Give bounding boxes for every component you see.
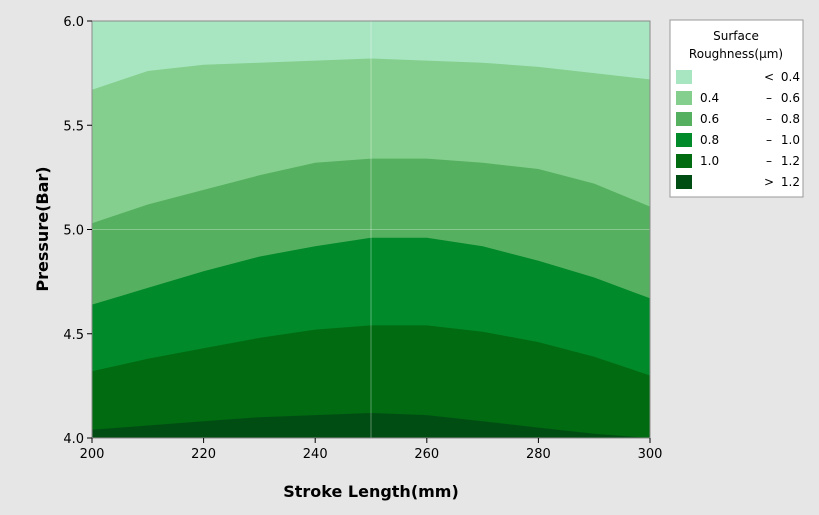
legend-high-value: 0.8 xyxy=(781,112,800,126)
legend-low-value: 1.0 xyxy=(700,154,719,168)
x-tick-label: 200 xyxy=(80,447,105,462)
plot-area xyxy=(91,20,651,439)
contour-band-1.2 xyxy=(92,413,650,438)
legend-entries: <0.40.4–0.60.6–0.80.8–1.01.0–1.2> 1.2 xyxy=(676,70,800,189)
x-tick-label: 280 xyxy=(526,447,551,462)
legend-title-line1: Surface xyxy=(713,29,759,43)
legend-high-value: 1.2 xyxy=(781,175,800,189)
y-axis-title: Pressure(Bar) xyxy=(33,166,52,291)
x-tick-label: 240 xyxy=(303,447,328,462)
legend-operator: – xyxy=(766,154,772,168)
legend-low-value: 0.4 xyxy=(700,91,719,105)
legend-operator: – xyxy=(766,133,772,147)
legend-swatch xyxy=(676,154,692,168)
x-axis-title: Stroke Length(mm) xyxy=(283,482,459,501)
contour-band-1.0 xyxy=(92,325,650,438)
y-tick-label: 5.0 xyxy=(63,224,84,239)
legend-box xyxy=(669,19,804,198)
x-tick-label: 300 xyxy=(638,447,663,462)
legend-swatch xyxy=(676,70,692,84)
legend-swatch xyxy=(676,91,692,105)
x-axis: 200 220 240 260 280 300 xyxy=(80,438,663,462)
legend-high-value: 0.4 xyxy=(781,70,800,84)
y-tick-label: 6.0 xyxy=(63,15,84,30)
legend: Surface Roughness(µm) <0.40.4–0.60.6–0.8… xyxy=(669,19,804,198)
legend-title-line2: Roughness(µm) xyxy=(689,47,783,61)
legend-operator: < xyxy=(764,70,774,84)
legend-high-value: 1.2 xyxy=(781,154,800,168)
legend-swatch xyxy=(676,175,692,189)
legend-operator: – xyxy=(766,91,772,105)
y-tick-label: 4.5 xyxy=(63,328,84,343)
legend-swatch xyxy=(676,112,692,126)
legend-swatch xyxy=(676,133,692,147)
legend-low-value: 0.8 xyxy=(700,133,719,147)
legend-operator: – xyxy=(766,112,772,126)
y-tick-label: 4.0 xyxy=(63,432,84,447)
x-tick-label: 260 xyxy=(414,447,439,462)
legend-operator: > xyxy=(764,175,774,189)
y-tick-label: 5.5 xyxy=(63,119,84,134)
legend-low-value: 0.6 xyxy=(700,112,719,126)
legend-high-value: 1.0 xyxy=(781,133,800,147)
y-axis: 4.0 4.5 5.0 5.5 6.0 xyxy=(63,15,92,447)
legend-high-value: 0.6 xyxy=(781,91,800,105)
x-tick-label: 220 xyxy=(191,447,216,462)
